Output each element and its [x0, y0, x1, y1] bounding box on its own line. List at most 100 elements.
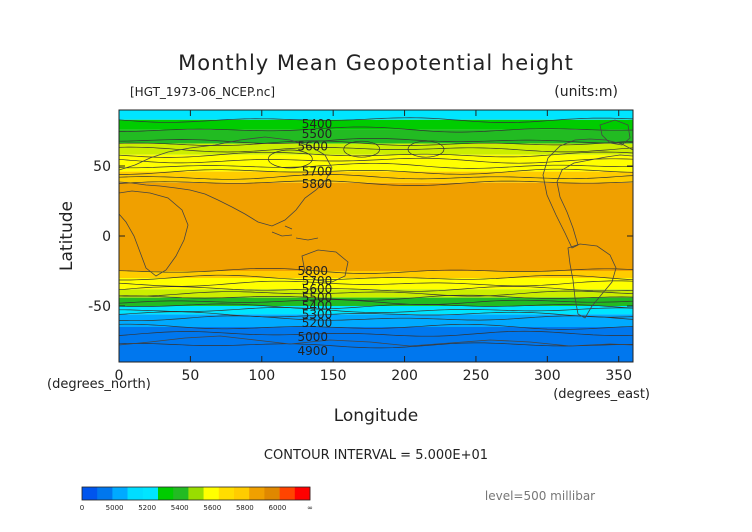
plot-area: 5400550056005700580058005700560055005400…	[119, 110, 633, 362]
contour-line	[119, 268, 633, 274]
x-tick-label: 50	[181, 368, 199, 384]
contour-closed	[343, 140, 381, 158]
contour-label: 5500	[302, 291, 333, 305]
colorbar-swatch	[173, 487, 189, 500]
contour-label: 5800	[302, 177, 333, 191]
color-band	[119, 129, 633, 144]
contour-line	[119, 274, 633, 281]
colorbar-swatch	[188, 487, 204, 500]
contour-label: 5200	[302, 316, 333, 330]
contour-line	[119, 294, 633, 301]
color-bands	[119, 110, 633, 362]
contour-line	[119, 307, 633, 313]
contour-lines	[119, 117, 633, 349]
coastline-indonesia	[271, 225, 319, 241]
contour-label: 5700	[302, 165, 333, 179]
contour-line	[119, 315, 633, 322]
colorbar-tick-label: 5600	[203, 504, 221, 512]
coastline-australia	[301, 249, 349, 283]
coastline-south-america	[567, 243, 617, 319]
contour-interval-text: CONTOUR INTERVAL = 5.000E+01	[264, 448, 488, 463]
coastline-antarctica	[119, 335, 633, 347]
coastlines	[119, 119, 633, 347]
contour-line	[119, 146, 633, 153]
contour-line	[119, 162, 633, 169]
x-tick-label: 200	[391, 368, 418, 384]
colorbar-swatch	[112, 487, 128, 500]
contour-label: 5600	[297, 139, 328, 153]
y-tick-label: -50	[88, 299, 111, 315]
contour-closed	[267, 149, 313, 169]
x-axis: 0 50 100 150 200 250 300 350	[115, 110, 632, 384]
color-band	[119, 119, 633, 130]
coastline-africa	[119, 190, 189, 277]
y-tick-label: 0	[102, 229, 111, 245]
contour-line	[119, 299, 633, 305]
colorbar-tick-label: 5200	[138, 504, 156, 512]
color-band	[119, 182, 633, 271]
coastline-greenland	[599, 119, 631, 146]
contour-line	[119, 180, 633, 186]
coastline-eurasia	[119, 136, 333, 227]
colorbar-swatch	[127, 487, 144, 500]
contour-line	[119, 330, 633, 337]
colorbar-swatch	[264, 487, 280, 500]
colorbar-tick-label: ∞	[307, 504, 313, 512]
contour-label: 5700	[302, 274, 333, 288]
units-label: (units:m)	[554, 84, 618, 100]
contour-line	[119, 303, 633, 310]
y-tick-label: 50	[93, 159, 111, 175]
contour-closed	[407, 140, 445, 158]
contour-label: 5000	[297, 330, 328, 344]
contour-line	[119, 168, 633, 175]
x-tick-label: 350	[605, 368, 632, 384]
contour-label: 5500	[302, 127, 333, 141]
contour-label: 5600	[302, 282, 333, 296]
colorbar-frame	[81, 486, 311, 501]
colorbar-swatch	[294, 487, 311, 500]
colorbar-swatch	[142, 487, 159, 500]
contour-label: 5400	[302, 117, 333, 131]
contour-label: 4900	[297, 344, 328, 358]
colorbar-swatch	[279, 487, 296, 500]
colorbar-tick-label: 6000	[269, 504, 287, 512]
contour-line	[119, 157, 633, 164]
x-tick-label: 100	[248, 368, 275, 384]
chart-title: Monthly Mean Geopotential height	[178, 51, 574, 75]
level-text: level=500 millibar	[485, 489, 595, 503]
x-axis-title: Longitude	[334, 406, 419, 426]
contour-labels: 5400550056005700580058005700560055005400…	[297, 117, 332, 358]
contour-line	[119, 342, 633, 349]
contour-line	[119, 151, 633, 158]
contour-label: 5800	[297, 264, 328, 278]
colorbar-swatch	[158, 487, 174, 500]
colorbar-swatch	[249, 487, 265, 500]
colorbar-swatch	[97, 487, 113, 500]
y-unit-label: (degrees_north)	[47, 377, 151, 392]
colorbar-tick-label: 0	[80, 504, 84, 512]
color-band	[119, 110, 633, 120]
contour-line	[119, 126, 633, 133]
contour-line	[119, 117, 633, 123]
contour-line	[119, 290, 633, 297]
x-tick-label: 300	[534, 368, 561, 384]
contour-line	[119, 280, 633, 287]
colorbar-swatch	[82, 487, 98, 500]
contour-line	[119, 286, 633, 292]
contour-line	[119, 174, 633, 180]
colorbar-swatch	[218, 487, 235, 500]
color-band	[119, 278, 633, 290]
y-axis-title: Latitude	[57, 201, 77, 271]
contour-line	[119, 311, 633, 318]
contour-label: 5300	[302, 307, 333, 321]
color-band	[119, 289, 633, 298]
x-tick-label: 0	[115, 368, 124, 384]
y-axis: 50 0 -50	[88, 159, 633, 315]
contour-label: 5400	[302, 299, 333, 313]
colorbar-swatch	[234, 487, 250, 500]
color-band	[119, 271, 633, 278]
colorbar-tick-label: 5400	[171, 504, 189, 512]
colorbar: 0 5000 5200 5400 5600 5800 6000 ∞	[80, 486, 313, 512]
coastline-north-america	[542, 138, 633, 249]
color-band	[119, 314, 633, 327]
